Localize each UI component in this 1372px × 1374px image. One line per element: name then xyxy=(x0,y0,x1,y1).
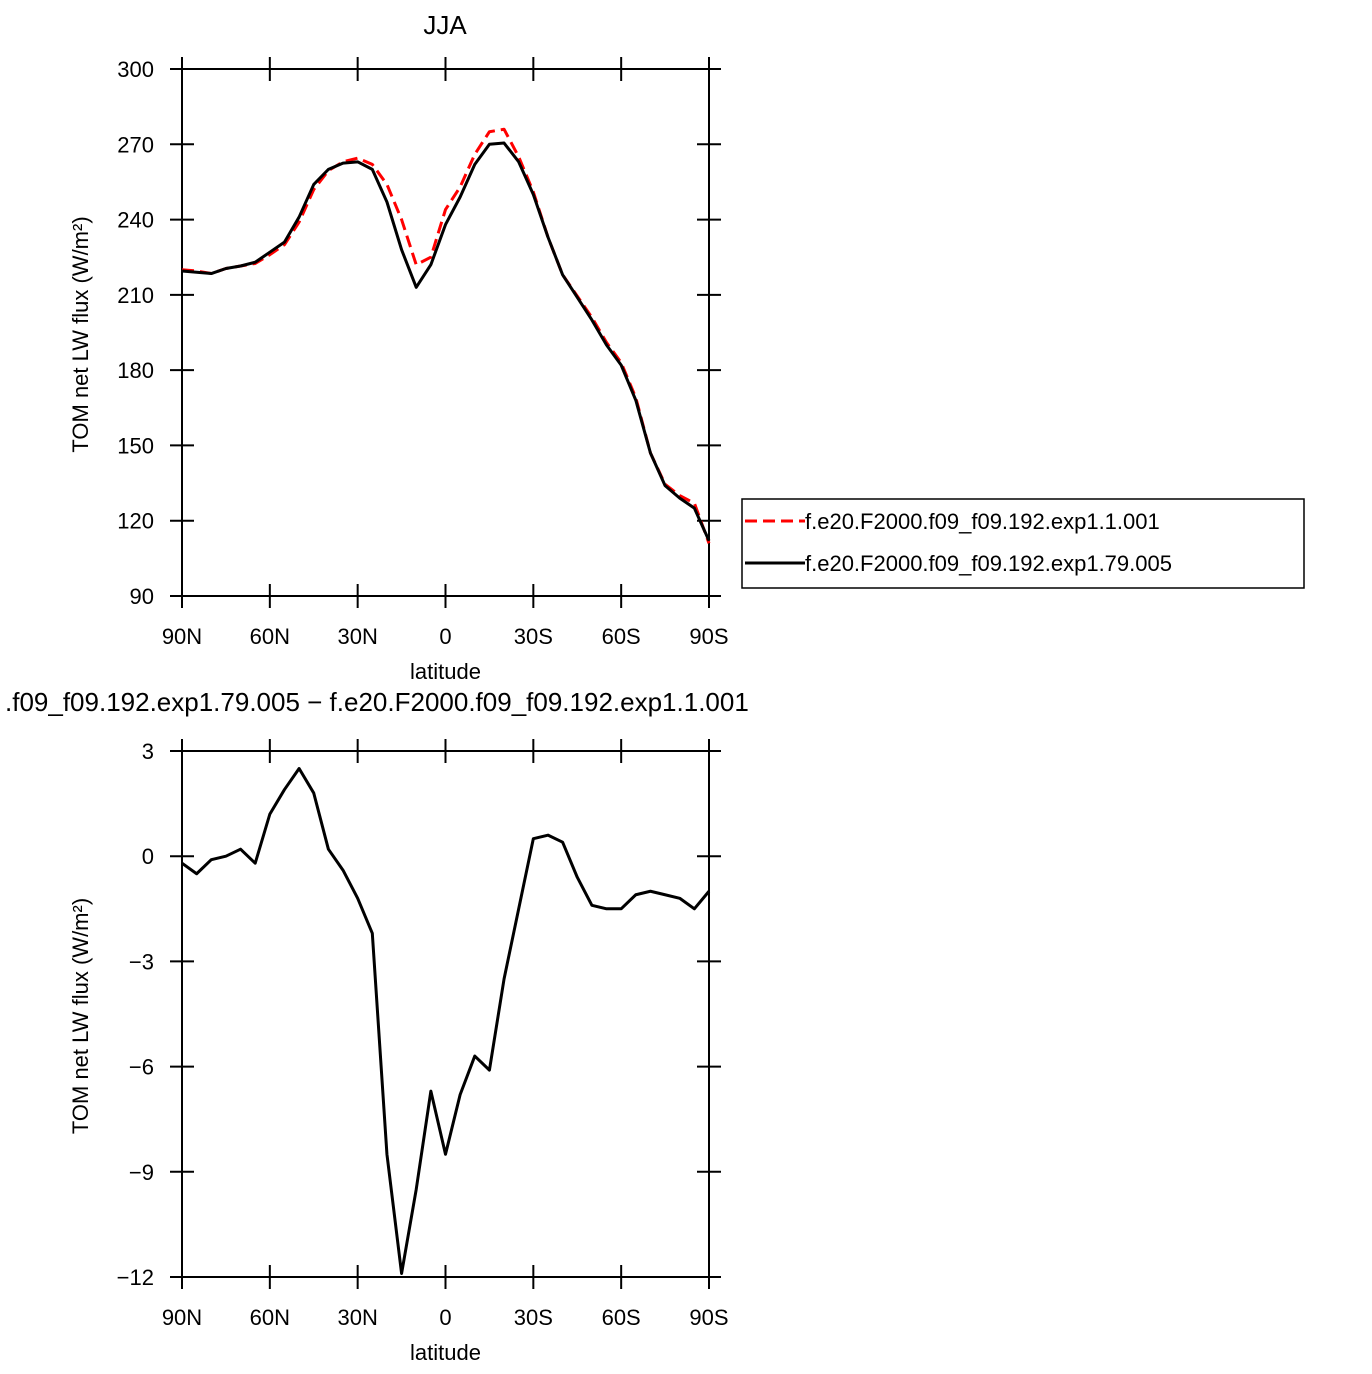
legend-box xyxy=(741,498,1305,589)
chart-title: JJA xyxy=(423,10,467,40)
x-tick-label: 60S xyxy=(602,624,641,649)
x-tick-label: 60N xyxy=(250,624,290,649)
y-tick-label: −9 xyxy=(129,1160,154,1185)
data-line xyxy=(181,767,711,1275)
y-tick-label: 0 xyxy=(142,844,154,869)
y-tick-label: 210 xyxy=(117,283,154,308)
y-tick-label: 120 xyxy=(117,509,154,534)
y-tick-label: 90 xyxy=(130,584,154,609)
y-tick-label: 270 xyxy=(117,132,154,157)
x-tick-label: 30N xyxy=(337,1305,377,1330)
y-axis-label: TOM net LW flux (W/m²) xyxy=(68,898,93,1134)
data-line xyxy=(181,127,711,544)
x-tick-label: 60N xyxy=(250,1305,290,1330)
legend-label: f.e20.F2000.f09_f09.192.exp1.1.001 xyxy=(805,509,1160,534)
x-axis-label: latitude xyxy=(410,1340,481,1365)
x-tick-label: 90N xyxy=(162,1305,202,1330)
x-tick-label: 30N xyxy=(337,624,377,649)
x-axis-label: latitude xyxy=(410,659,481,684)
x-tick-label: 30S xyxy=(514,1305,553,1330)
y-tick-label: 150 xyxy=(117,433,154,458)
y-axis-label: TOM net LW flux (W/m²) xyxy=(68,216,93,452)
x-tick-label: 30S xyxy=(514,624,553,649)
y-tick-label: 180 xyxy=(117,358,154,383)
data-line xyxy=(181,141,711,542)
y-tick-label: −3 xyxy=(129,949,154,974)
plot-frame xyxy=(181,68,710,597)
chart-title: .f09_f09.192.exp1.79.005 − f.e20.F2000.f… xyxy=(5,687,749,717)
x-tick-label: 0 xyxy=(439,1305,451,1330)
y-tick-label: −6 xyxy=(129,1055,154,1080)
y-tick-label: 240 xyxy=(117,208,154,233)
x-tick-label: 90N xyxy=(162,624,202,649)
plot-frame xyxy=(181,750,710,1278)
legend-label: f.e20.F2000.f09_f09.192.exp1.79.005 xyxy=(805,551,1172,576)
x-tick-label: 0 xyxy=(439,624,451,649)
x-tick-label: 60S xyxy=(602,1305,641,1330)
y-tick-label: 3 xyxy=(142,739,154,764)
y-tick-label: −12 xyxy=(117,1265,154,1290)
x-tick-label: 90S xyxy=(689,1305,728,1330)
y-tick-label: 300 xyxy=(117,57,154,82)
x-tick-label: 90S xyxy=(689,624,728,649)
